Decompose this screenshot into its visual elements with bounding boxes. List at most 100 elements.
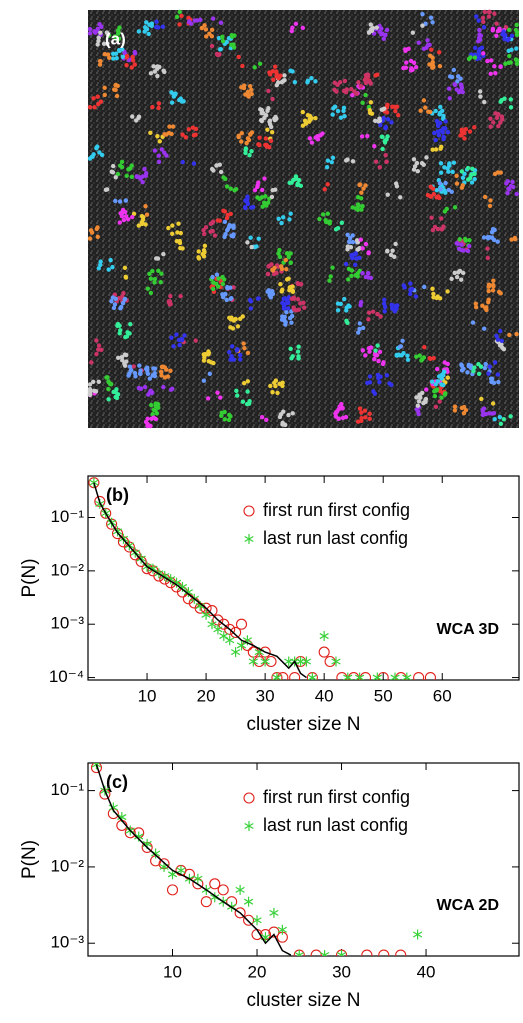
particle <box>290 25 295 30</box>
particle <box>430 227 436 233</box>
particle <box>389 302 394 307</box>
particle <box>392 104 398 110</box>
particle <box>231 318 237 323</box>
particle <box>280 78 286 84</box>
particle <box>433 137 438 143</box>
particle <box>455 79 460 84</box>
particle <box>498 120 503 125</box>
particle <box>462 236 468 242</box>
particle <box>396 112 401 118</box>
x-tick-label: 40 <box>417 962 436 981</box>
particle <box>436 50 442 55</box>
particle <box>428 356 433 361</box>
particle <box>94 226 99 232</box>
y-tick-label: 10⁻² <box>50 560 84 579</box>
particle <box>401 350 406 356</box>
particle <box>268 138 274 144</box>
star-stroke <box>319 952 328 956</box>
particle <box>240 314 245 319</box>
particle <box>290 69 295 74</box>
particle <box>167 299 173 304</box>
particle <box>438 170 444 175</box>
particle <box>293 176 298 182</box>
particle <box>113 175 118 180</box>
particle <box>152 276 158 282</box>
particle <box>266 200 271 205</box>
particle <box>224 215 230 221</box>
star-stroke <box>167 871 178 878</box>
particle <box>479 45 485 50</box>
particle <box>356 80 361 85</box>
marker <box>378 949 390 956</box>
marker <box>336 950 347 956</box>
particle <box>339 220 345 225</box>
particle <box>414 354 419 359</box>
x-tick-label: 20 <box>197 686 216 705</box>
marker <box>253 655 265 668</box>
particle <box>126 373 131 378</box>
particle <box>363 241 369 247</box>
particle <box>350 159 356 164</box>
particle <box>346 266 352 272</box>
particle <box>373 159 379 164</box>
particle <box>449 74 455 80</box>
particle <box>434 195 440 200</box>
particle <box>443 180 448 186</box>
particle <box>243 150 248 156</box>
particle <box>501 347 507 352</box>
particle <box>335 108 341 114</box>
particle <box>498 328 503 334</box>
particle <box>222 209 228 214</box>
particle <box>224 297 229 303</box>
particle <box>112 302 118 307</box>
particle <box>486 14 492 19</box>
particle <box>118 328 123 333</box>
legend-label: last run last config <box>263 815 408 835</box>
particle <box>293 21 299 26</box>
star-stroke <box>244 535 254 543</box>
particle <box>152 69 158 74</box>
particle <box>335 308 341 313</box>
particle <box>129 163 134 168</box>
particle <box>385 102 390 108</box>
particle <box>363 353 368 358</box>
particle <box>228 211 233 217</box>
particle <box>344 308 349 313</box>
particle <box>477 89 483 94</box>
particle <box>292 80 298 85</box>
particle <box>350 239 355 245</box>
particle <box>482 194 488 200</box>
particle <box>490 28 495 33</box>
particle <box>239 130 245 136</box>
particle <box>229 353 234 359</box>
marker <box>260 656 270 667</box>
marker <box>236 640 247 651</box>
particle <box>496 379 501 385</box>
particle <box>219 410 224 415</box>
particle <box>431 291 436 297</box>
particle <box>378 314 383 319</box>
particle-clusters <box>87 9 520 429</box>
particle <box>418 395 423 400</box>
particle <box>491 120 496 125</box>
particle <box>454 87 459 92</box>
particle <box>274 74 279 79</box>
particle <box>345 320 350 325</box>
plot-frame <box>87 762 520 957</box>
particle <box>169 131 174 137</box>
particle <box>154 24 159 30</box>
particle <box>405 353 410 358</box>
marker <box>390 672 400 680</box>
x-tick-label: 60 <box>433 686 452 705</box>
particle <box>274 270 279 276</box>
particle <box>263 136 269 141</box>
particle <box>366 310 372 315</box>
particle <box>105 52 111 57</box>
particle <box>514 29 520 35</box>
particle <box>305 112 311 118</box>
particle <box>451 67 457 73</box>
particle <box>437 296 443 301</box>
particle <box>362 408 368 413</box>
particle <box>435 366 440 372</box>
particle <box>284 309 289 315</box>
